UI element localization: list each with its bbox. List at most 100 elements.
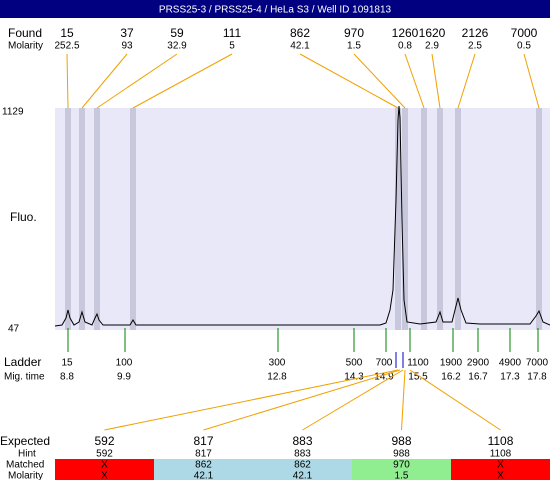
matched-value: 862 (294, 460, 311, 471)
ladder-size: 1100 (407, 358, 429, 369)
peak-molarity: 2.9 (425, 41, 439, 52)
peak-band (437, 108, 443, 330)
molarity-value: 42.1 (194, 471, 214, 480)
expected-value: 592 (94, 434, 114, 448)
y-max-label: 1129 (2, 107, 24, 118)
peak-band (455, 108, 461, 330)
ladder-time: 16.7 (468, 372, 488, 383)
peak-size: 15 (60, 26, 74, 40)
expected-connector (203, 369, 401, 431)
ladder-time: 14.9 (374, 372, 394, 383)
peak-connector (457, 53, 476, 109)
peak-band (536, 108, 542, 330)
matched-label: Matched (6, 460, 44, 471)
ladder-time: 16.2 (441, 372, 461, 383)
ladder-time: 15.5 (408, 372, 428, 383)
trace (54, 105, 550, 327)
matched-value: X (101, 460, 108, 471)
peak-size: 111 (223, 26, 242, 40)
peak-connector (353, 53, 406, 109)
mig-time-label: Mig. time (4, 372, 45, 383)
expected-label: Expected (0, 434, 50, 448)
peak-size: 1620 (419, 26, 446, 40)
status-cell (253, 459, 352, 480)
peak-connector (299, 53, 399, 109)
hint-value: 1108 (490, 449, 512, 460)
molarity-value: 42.1 (293, 471, 313, 480)
peak-size: 37 (120, 26, 134, 40)
molarity-value: 1.5 (395, 471, 409, 480)
matched-value: 970 (393, 460, 410, 471)
status-cell (55, 459, 154, 480)
peak-molarity: 0.8 (398, 41, 412, 52)
peak-size: 7000 (511, 26, 538, 40)
found-label: Found (8, 26, 42, 40)
ladder-time: 8.8 (60, 372, 74, 383)
peak-band (79, 108, 85, 330)
expected-connector (401, 369, 406, 431)
peak-molarity: 42.1 (290, 41, 310, 52)
peak-band (421, 108, 427, 330)
status-cell (352, 459, 451, 480)
ladder-time: 14.3 (344, 372, 364, 383)
expected-value: 1108 (488, 434, 514, 448)
molarity-row-label: Molarity (8, 471, 43, 480)
expected-connector (409, 369, 501, 431)
ladder-size: 300 (269, 358, 286, 369)
y-axis-label: Fluo. (10, 210, 37, 224)
title: PRSS25-3 / PRSS25-4 / HeLa S3 / Well ID … (159, 5, 392, 16)
peak-band (65, 108, 71, 330)
peak-molarity: 0.5 (517, 41, 531, 52)
peak-band (94, 108, 100, 330)
peak-molarity: 32.9 (167, 41, 187, 52)
peak-size: 2126 (462, 26, 489, 40)
expected-value: 988 (391, 434, 411, 448)
expected-connector (302, 369, 404, 431)
molarity-value: X (101, 471, 108, 480)
y-min-label: 47 (8, 324, 20, 335)
peak-molarity: 252.5 (54, 41, 79, 52)
molarity-value: X (497, 471, 504, 480)
peak-size: 862 (290, 26, 310, 40)
hint-value: 592 (96, 449, 113, 460)
peak-band (130, 108, 136, 330)
status-cell (154, 459, 253, 480)
hint-value: 817 (195, 449, 212, 460)
peak-connector (132, 53, 233, 109)
peak-band (395, 108, 401, 330)
ladder-size: 2900 (467, 358, 490, 369)
peak-molarity: 93 (121, 41, 133, 52)
expected-value: 817 (193, 434, 213, 448)
ladder-time: 17.3 (500, 372, 520, 383)
ladder-time: 12.8 (267, 372, 287, 383)
matched-value: X (497, 460, 504, 471)
ladder-size: 7000 (526, 358, 549, 369)
ladder-time: 9.9 (117, 372, 131, 383)
expected-connector (104, 369, 399, 431)
ladder-size: 100 (116, 358, 133, 369)
peak-connector (81, 53, 128, 109)
ladder-size: 700 (376, 358, 393, 369)
peak-size: 59 (170, 26, 184, 40)
status-cell (451, 459, 550, 480)
peak-molarity: 2.5 (468, 41, 482, 52)
expected-value: 883 (292, 434, 312, 448)
peak-connector (431, 53, 441, 109)
hint-value: 883 (294, 449, 311, 460)
peak-size: 970 (344, 26, 364, 40)
peak-molarity: 5 (229, 41, 235, 52)
peak-connector (96, 53, 178, 109)
molarity-label: Molarity (8, 41, 43, 52)
hint-label: Hint (18, 449, 36, 460)
peak-size: 1260 (392, 26, 419, 40)
ladder-size: 500 (346, 358, 363, 369)
ladder-size: 15 (61, 358, 73, 369)
peak-connector (404, 53, 425, 109)
title-bar (0, 0, 550, 18)
ladder-size: 4900 (499, 358, 522, 369)
ladder-label: Ladder (4, 355, 41, 369)
peak-molarity: 1.5 (347, 41, 361, 52)
ladder-time: 17.8 (527, 372, 547, 383)
plot-area (55, 108, 550, 330)
